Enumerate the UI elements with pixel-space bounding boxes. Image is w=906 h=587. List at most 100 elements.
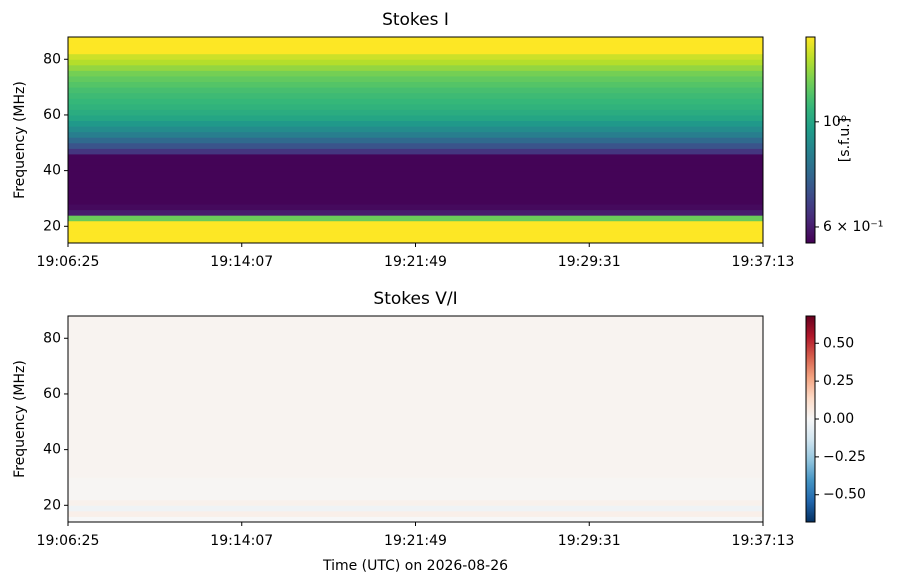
- heatmap-row: [68, 516, 763, 523]
- heatmap-row: [68, 343, 763, 350]
- heatmap-row: [68, 114, 763, 122]
- heatmap-row: [68, 466, 763, 473]
- heatmap-row: [68, 505, 763, 512]
- colorbar-tick-label: 0.50: [823, 335, 854, 351]
- heatmap-row: [68, 366, 763, 373]
- heatmap-row: [68, 438, 763, 445]
- x-axis-label: Time (UTC) on 2026-08-26: [322, 558, 508, 574]
- heatmap-row: [68, 92, 763, 99]
- heatmap-row: [68, 382, 763, 389]
- colorbar: [805, 315, 816, 523]
- x-tick-label: 19:37:13: [732, 533, 795, 549]
- y-tick-label: 60: [43, 386, 61, 402]
- y-axis-label: Frequency (MHz): [12, 360, 28, 478]
- heatmap-row: [68, 444, 763, 451]
- heatmap-row: [68, 48, 763, 55]
- y-tick-label: 40: [43, 163, 61, 179]
- heatmap-row: [68, 449, 763, 456]
- heatmap-row: [68, 209, 763, 216]
- heatmap-row: [68, 332, 763, 339]
- heatmap-row: [68, 176, 763, 183]
- heatmap-row: [68, 70, 763, 77]
- heatmap-row: [68, 327, 763, 334]
- heatmap-row: [68, 53, 763, 60]
- x-tick-label: 19:14:07: [210, 533, 273, 549]
- colorbar-tick-label: 0.00: [823, 411, 854, 427]
- heatmap-row: [68, 360, 763, 367]
- heatmap-row: [68, 226, 763, 233]
- x-tick-label: 19:29:31: [558, 533, 621, 549]
- x-tick-label: 19:14:07: [210, 254, 273, 270]
- colorbar-tick-label: −0.25: [823, 449, 866, 465]
- heatmap-row: [68, 416, 763, 423]
- heatmap-row: [68, 170, 763, 177]
- heatmap-row: [68, 187, 763, 194]
- y-tick-label: 80: [43, 330, 61, 346]
- heatmap-row: [68, 499, 763, 506]
- heatmap-row: [68, 220, 763, 227]
- heatmap-row: [68, 59, 763, 66]
- y-tick-label: 40: [43, 442, 61, 458]
- heatmap-row: [68, 37, 763, 44]
- heatmap-row: [68, 181, 763, 188]
- colorbar-label: [s.f.u.]: [837, 118, 853, 162]
- x-tick-label: 19:06:25: [37, 533, 100, 549]
- x-tick-label: 19:37:13: [732, 254, 795, 270]
- heatmap-row: [68, 354, 763, 362]
- colorbar-tick-label: −0.50: [823, 487, 866, 503]
- heatmap-row: [68, 483, 763, 490]
- heatmap-row: [68, 98, 763, 105]
- colorbar: [805, 36, 816, 244]
- heatmap-row: [68, 455, 763, 462]
- heatmap-row: [68, 371, 763, 378]
- heatmap-row: [68, 388, 763, 395]
- heatmap-row: [68, 120, 763, 127]
- y-tick-label: 20: [43, 497, 61, 513]
- heatmap-row: [68, 432, 763, 439]
- heatmap-row: [68, 471, 763, 478]
- heatmap-row: [68, 64, 763, 71]
- panel-title: Stokes I: [382, 10, 449, 30]
- x-tick-label: 19:21:49: [384, 254, 447, 270]
- heatmap-row: [68, 142, 763, 149]
- heatmap-row: [68, 204, 763, 211]
- heatmap-row: [68, 192, 763, 199]
- heatmap-row: [68, 75, 763, 83]
- heatmap-row: [68, 427, 763, 434]
- x-tick-label: 19:06:25: [37, 254, 100, 270]
- heatmap-row: [68, 477, 763, 484]
- heatmap-row: [68, 131, 763, 138]
- colorbar-tick-label: 10⁰: [823, 114, 847, 130]
- colorbar-tick-label: 6 × 10⁻¹: [823, 219, 883, 235]
- heatmap-row: [68, 494, 763, 501]
- panel: Stokes V/I 20 40 60 80 19:06:25 19:14:07 19:21:…: [12, 289, 866, 574]
- heatmap-row: [68, 237, 763, 244]
- panel: Stokes I 20 40 60 80 19:06:25 19:14:07 19:21:49…: [12, 10, 883, 270]
- y-tick-label: 60: [43, 107, 61, 123]
- heatmap-row: [68, 159, 763, 166]
- heatmap-row: [68, 103, 763, 110]
- heatmap-row: [68, 399, 763, 406]
- heatmap-row: [68, 349, 763, 356]
- heatmap-row: [68, 316, 763, 323]
- heatmap-row: [68, 215, 763, 222]
- heatmap-row: [68, 410, 763, 417]
- heatmap-row: [68, 405, 763, 412]
- heatmap-row: [68, 488, 763, 495]
- heatmap-row: [68, 87, 763, 94]
- heatmap-row: [68, 510, 763, 517]
- heatmap-row: [68, 421, 763, 428]
- heatmap-row: [68, 231, 763, 238]
- y-tick-label: 80: [43, 51, 61, 67]
- heatmap-row: [68, 109, 763, 116]
- heatmap-row: [68, 198, 763, 205]
- heatmap-row: [68, 460, 763, 467]
- panel-title: Stokes V/I: [373, 289, 457, 309]
- heatmap-row: [68, 321, 763, 328]
- heatmap-row: [68, 165, 763, 172]
- heatmap-row: [68, 137, 763, 144]
- heatmap-row: [68, 126, 763, 133]
- y-axis-label: Frequency (MHz): [12, 81, 28, 199]
- heatmap-row: [68, 393, 763, 401]
